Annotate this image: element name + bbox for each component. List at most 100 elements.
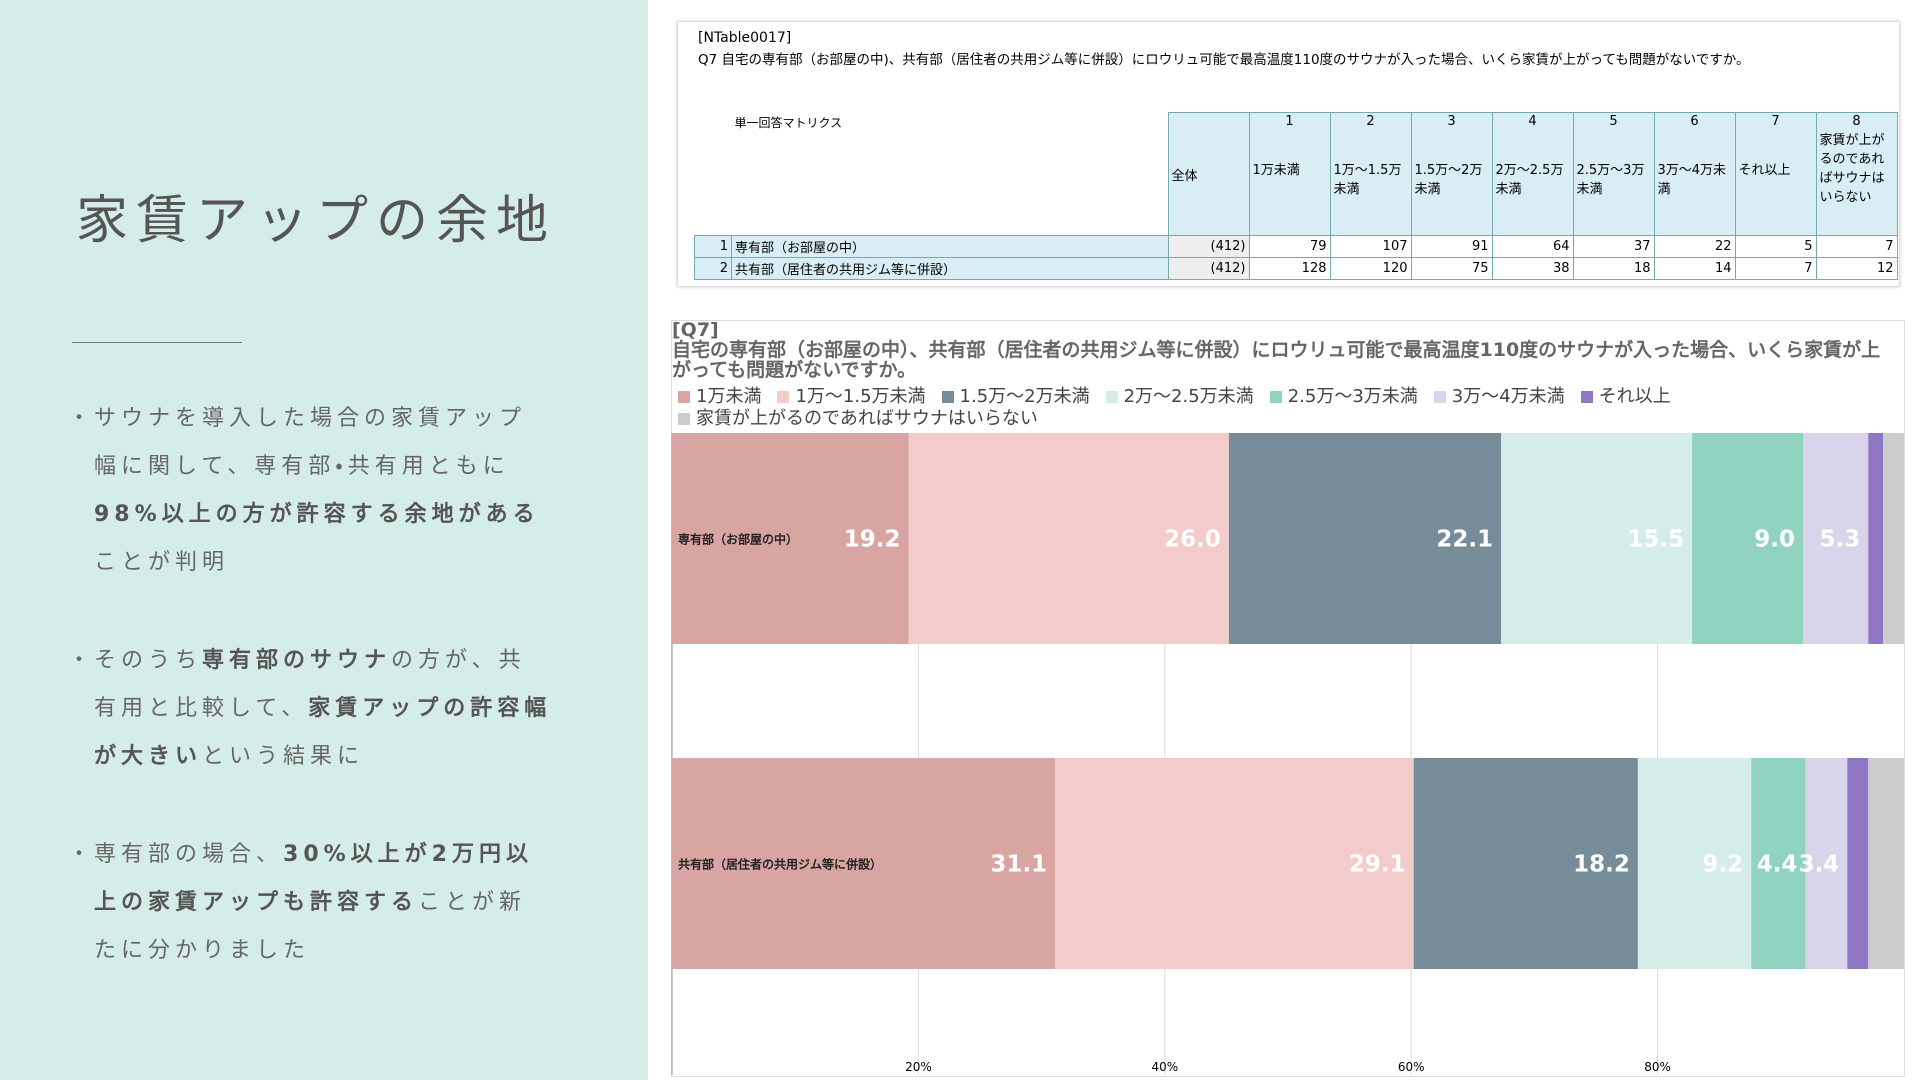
category-label: 専有部（お部屋の中） [678, 532, 798, 547]
bar-segment [908, 433, 1229, 644]
header-label: 2.5万〜3万未満 [1576, 163, 1645, 197]
bullet-text: の方が、共有用と比較して、 [94, 648, 526, 721]
value-label: 18.2 [1573, 852, 1630, 878]
cell: 12 [1815, 257, 1898, 280]
header-cell: 5 2.5万〜3万未満 [1572, 112, 1655, 236]
cell: 75 [1410, 257, 1493, 280]
legend-item: 2万〜2.5万未満 [1105, 386, 1254, 408]
legend-swatch [777, 391, 790, 403]
header-cell: 2 1万〜1.5万未満 [1329, 112, 1412, 236]
value-label: 3.4 [1799, 852, 1840, 878]
bullet-text: ことが判明 [94, 550, 230, 575]
chart-title: [Q7] [672, 319, 719, 341]
row-total: (412) [1167, 235, 1250, 258]
bar-segment [1883, 433, 1904, 644]
bar-segment [1637, 758, 1752, 969]
cell: 37 [1572, 235, 1655, 258]
bar-segment [1805, 758, 1848, 969]
legend: 1万未満 1万〜1.5万未満 1.5万〜2万未満 2万〜2.5万未満 2.5万〜3万未満… [678, 386, 1878, 430]
legend-item: 2.5万〜3万未満 [1269, 386, 1418, 408]
bullet: そのうち専有部のサウナの方が、共有用と比較して、家賃アップの許容幅が大きいという… [68, 637, 552, 781]
bar-segment [672, 433, 909, 644]
bar-segment [1055, 758, 1414, 969]
cell: 91 [1410, 235, 1493, 258]
table-row: 2 共有部（居住者の共用ジム等に併設） (412) 128 120 75 38 18 14 7 12 [694, 257, 1898, 280]
cell: 64 [1491, 235, 1574, 258]
header-number: 1 [1285, 114, 1294, 129]
legend-swatch [678, 391, 690, 403]
value-label: 9.2 [1702, 852, 1743, 878]
value-label: 9.0 [1754, 527, 1795, 553]
bar-segment [1868, 433, 1884, 644]
header-number: 3 [1447, 114, 1456, 129]
bar-segment [1692, 433, 1803, 644]
value-label: 26.0 [1164, 527, 1221, 553]
bar-segment [1847, 758, 1869, 969]
legend-swatch [1580, 391, 1593, 403]
row-number: 2 [694, 257, 732, 280]
bullet-text: 98%以上の方が許容する余地がある [94, 502, 540, 527]
row-number: 1 [694, 235, 732, 258]
cell: 107 [1329, 235, 1412, 258]
value-label: 4.4 [1757, 852, 1798, 878]
value-label: 5.3 [1820, 527, 1861, 553]
legend-label: 1万〜1.5万未満 [795, 386, 926, 407]
header-number: 4 [1528, 114, 1537, 129]
bullet-text: ことが新たに分かりました [94, 890, 527, 963]
header-label: それ以上 [1738, 163, 1791, 178]
cell: 7 [1734, 257, 1817, 280]
bullet: 専有部の場合、30%以上が2万円以上の家賃アップも許容することが新たに分かりまし… [68, 831, 552, 975]
chart-title-block: [Q7] 自宅の専有部（お部屋の中）、共有部（居住者の共用ジム等に併設）にロウリ… [672, 320, 1892, 380]
bullet-text: そのうち [94, 648, 203, 673]
value-label: 31.1 [990, 852, 1047, 878]
header-number: 6 [1690, 114, 1699, 129]
header-number: 7 [1771, 114, 1780, 129]
table-kind: 単一回答マトリクス [734, 115, 843, 130]
table-row: 1 専有部（お部屋の中） (412) 79 107 91 64 37 22 5 7 [694, 235, 1898, 258]
legend-swatch [1433, 391, 1446, 403]
header-number: 2 [1366, 114, 1375, 129]
legend-item: 家賃が上がるのであればサウナはいらない [678, 408, 1038, 430]
legend-label: 1万未満 [696, 386, 762, 407]
bar-segment [672, 758, 1056, 969]
table: 単一回答マトリクス 全体 1 1万未満 2 1万〜1.5万未満 3 1.5万〜2万未満 4 2万〜… [694, 112, 1898, 280]
legend-swatch [1105, 391, 1118, 403]
x-tick-label: 40% [1151, 1060, 1178, 1074]
bullet-text: 30%以上が2万円以上の家賃アップも許容する [94, 842, 533, 915]
legend-item: 1.5万〜2万未満 [941, 386, 1090, 408]
x-tick-label: 80% [1644, 1060, 1671, 1074]
bullet-text: 家賃アップの許容幅が大きい [94, 696, 552, 769]
legend-label: 2万〜2.5万未満 [1123, 386, 1254, 407]
header-label: 1万未満 [1252, 163, 1300, 178]
legend-swatch [678, 413, 690, 425]
legend-swatch [941, 391, 954, 403]
legend-label: 家賃が上がるのであればサウナはいらない [696, 408, 1038, 429]
header-label: 1万〜1.5万未満 [1333, 163, 1402, 197]
legend-label: 3万〜4万未満 [1451, 386, 1565, 407]
legend-item: 1万〜1.5万未満 [777, 386, 926, 408]
cell: 79 [1248, 235, 1331, 258]
legend-item: それ以上 [1580, 386, 1671, 408]
bar-segment [1413, 758, 1638, 969]
header-label: 家賃が上がるのであればサウナはいらない [1819, 133, 1885, 205]
header-cell: 6 3万〜4万未満 [1653, 112, 1736, 236]
legend-label: 1.5万〜2万未満 [959, 386, 1090, 407]
cell: 7 [1815, 235, 1898, 258]
x-tick-label: 20% [905, 1060, 932, 1074]
header-cell: 8 家賃が上がるのであればサウナはいらない [1815, 112, 1898, 236]
header-row: 単一回答マトリクス 全体 1 1万未満 2 1万〜1.5万未満 3 1.5万〜2万未満 4 2万〜… [695, 112, 1898, 236]
cell: 120 [1329, 257, 1412, 280]
row-label: 共有部（居住者の共用ジム等に併設） [731, 257, 1169, 280]
legend-swatch [1269, 391, 1282, 403]
header-number: 8 [1852, 114, 1861, 129]
header-label: 3万〜4万未満 [1657, 163, 1727, 197]
chart-subtitle: 自宅の専有部（お部屋の中）、共有部（居住者の共用ジム等に併設）にロウリュ可能で最… [672, 339, 1881, 381]
slide-title: 家賃アップの余地 [76, 191, 557, 251]
bar-segment [1228, 433, 1502, 644]
bullet-text: 専有部のサウナ [202, 648, 392, 673]
bar-segment [1868, 758, 1904, 969]
bullet-text: という結果に [202, 744, 365, 769]
value-label: 22.1 [1436, 527, 1493, 553]
